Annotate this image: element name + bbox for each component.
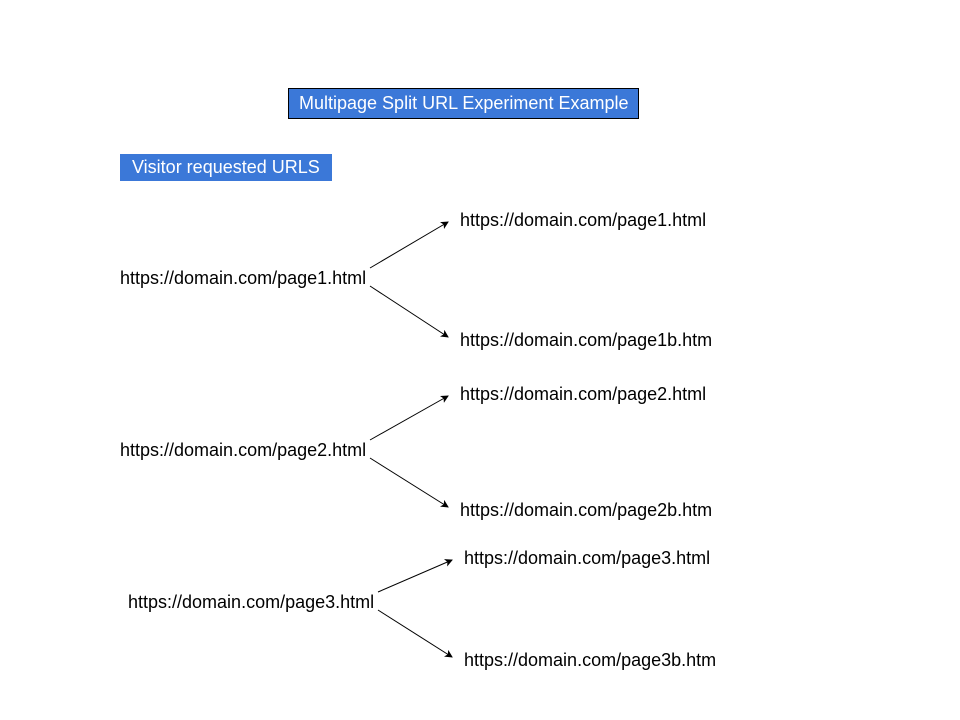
target-url-0: https://domain.com/page1.html <box>460 210 706 231</box>
source-url-0: https://domain.com/page1.html <box>120 268 366 289</box>
diagram-subtitle: Visitor requested URLS <box>120 154 332 181</box>
arrow-0 <box>370 222 448 268</box>
arrow-1 <box>370 286 448 337</box>
arrow-4 <box>378 560 452 592</box>
target-url-5: https://domain.com/page3b.htm <box>464 650 716 671</box>
target-url-2: https://domain.com/page2.html <box>460 384 706 405</box>
arrow-5 <box>378 610 452 657</box>
arrow-2 <box>370 396 448 440</box>
diagram-title: Multipage Split URL Experiment Example <box>288 88 639 119</box>
target-url-4: https://domain.com/page3.html <box>464 548 710 569</box>
arrow-3 <box>370 458 448 507</box>
source-url-2: https://domain.com/page3.html <box>128 592 374 613</box>
target-url-1: https://domain.com/page1b.htm <box>460 330 712 351</box>
source-url-1: https://domain.com/page2.html <box>120 440 366 461</box>
target-url-3: https://domain.com/page2b.htm <box>460 500 712 521</box>
